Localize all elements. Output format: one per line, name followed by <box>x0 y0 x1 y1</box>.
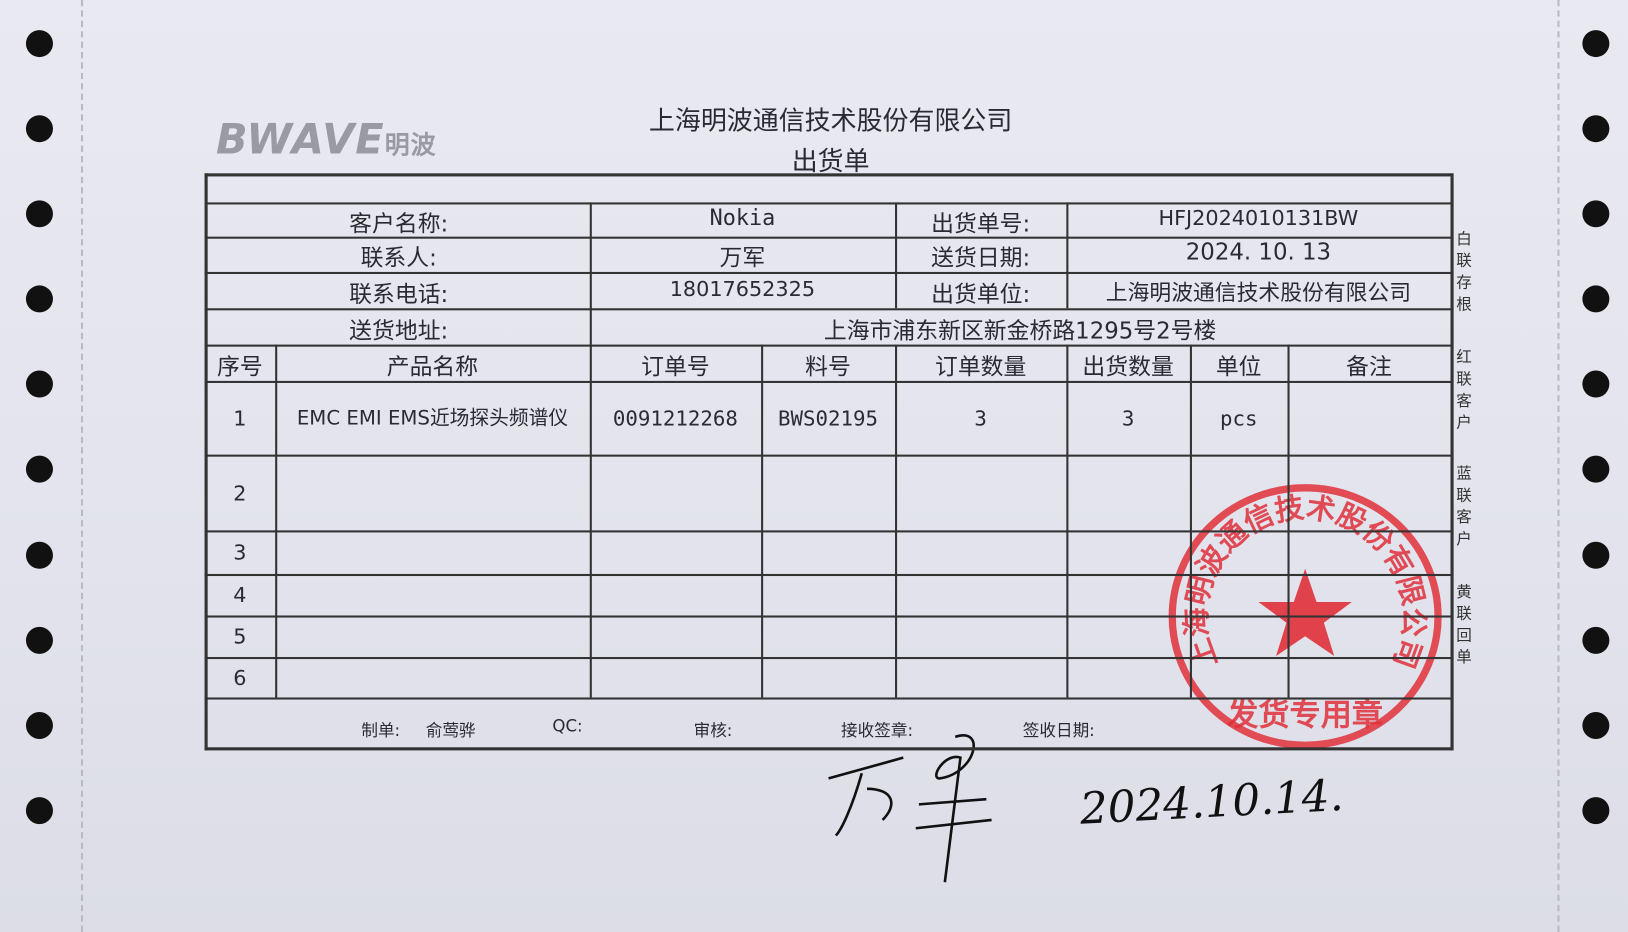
tractor-hole <box>25 200 53 228</box>
tractor-hole <box>25 711 53 739</box>
table-rule <box>589 202 592 698</box>
side-label-white: 白联存根 <box>1456 229 1472 314</box>
side-label-red: 红联客户 <box>1456 347 1472 432</box>
table-rule <box>204 615 1451 618</box>
tractor-hole <box>1582 711 1610 739</box>
maker-label: 制单: <box>361 720 401 741</box>
table-rule <box>204 202 1451 205</box>
table-border <box>204 173 1453 177</box>
column-header: 产品名称 <box>386 354 479 381</box>
document-title: 出货单 <box>791 146 870 177</box>
tractor-hole <box>25 626 53 654</box>
tractor-hole <box>25 115 53 143</box>
tractor-hole <box>1582 200 1610 228</box>
table-cell-order_qty: 3 <box>974 405 987 431</box>
tractor-hole <box>1582 115 1610 143</box>
table-rule <box>895 202 898 309</box>
table-rule <box>204 656 1451 660</box>
column-header: 单位 <box>1215 354 1262 381</box>
side-label-yellow: 黄联回单 <box>1456 582 1472 667</box>
review-label: 审核: <box>693 720 733 741</box>
table-rule <box>204 308 1451 311</box>
tractor-hole <box>25 455 53 483</box>
table-cell-no: 4 <box>233 582 247 608</box>
table-rule <box>204 573 1451 577</box>
tractor-hole <box>25 370 53 398</box>
bwave-logo: BWAVE明波 <box>215 116 437 164</box>
table-rule <box>204 380 1451 383</box>
table-rule <box>275 344 278 698</box>
receive-date-label: 签收日期: <box>1022 720 1095 741</box>
star-icon <box>1258 568 1352 656</box>
table-cell-no: 6 <box>233 664 247 690</box>
stamp-bottom-text: 发货专用章 <box>1226 697 1383 733</box>
receiver-label: 接收签章: <box>841 720 914 741</box>
tractor-hole <box>1582 30 1610 58</box>
order-no-value: HFJ2024010131BW <box>1158 205 1359 231</box>
contact-label: 联系人: <box>360 245 437 272</box>
tractor-hole <box>1582 285 1610 313</box>
table-cell-ship_qty: 3 <box>1121 405 1135 431</box>
date-label: 送货日期: <box>931 245 1031 272</box>
tractor-hole <box>25 797 53 825</box>
table-rule <box>204 697 1451 700</box>
column-header: 订单号 <box>641 354 710 381</box>
tractor-hole <box>1582 541 1610 569</box>
shipper-label: 出货单位: <box>931 282 1031 309</box>
table-rule <box>204 271 1451 275</box>
contact-value: 万军 <box>719 245 766 272</box>
table-cell-part: BWS02195 <box>778 405 879 431</box>
table-border <box>204 173 208 751</box>
column-header: 序号 <box>216 354 263 381</box>
tractor-hole <box>1582 797 1610 825</box>
table-rule <box>761 344 764 698</box>
customer-label: 客户名称: <box>349 211 449 238</box>
column-header: 料号 <box>805 354 851 381</box>
order-no-label: 出货单号: <box>931 211 1031 238</box>
customer-value: Nokia <box>709 205 776 231</box>
table-cell-no: 5 <box>233 623 247 649</box>
table-rule <box>204 530 1451 533</box>
phone-value: 18017652325 <box>669 276 816 301</box>
table-rule <box>204 454 1451 457</box>
table-rule <box>1066 344 1069 698</box>
table-cell-name: EMC EMI EMS近场探头频谱仪 <box>296 406 569 430</box>
maker-value: 俞莺骅 <box>425 720 476 741</box>
perforation-right <box>1557 0 1560 932</box>
address-value: 上海市浦东新区新金桥路1295号2号楼 <box>823 318 1217 345</box>
tractor-hole <box>25 541 53 569</box>
tractor-hole <box>1582 370 1610 398</box>
column-header: 出货数量 <box>1082 354 1174 381</box>
side-label-blue: 蓝联客户 <box>1456 463 1472 549</box>
date-value: 2024. 10. 13 <box>1185 239 1332 266</box>
table-cell-no: 3 <box>233 539 247 565</box>
table-border <box>204 747 1453 751</box>
table-rule <box>1066 202 1069 309</box>
table-rule <box>895 344 898 698</box>
handwritten-signature: 万军 <box>828 734 992 883</box>
company-name: 上海明波通信技术股份有限公司 <box>648 105 1013 136</box>
table-cell-unit: pcs <box>1219 405 1258 431</box>
tractor-hole <box>25 285 53 313</box>
tractor-hole <box>1582 626 1610 654</box>
table-cell-no: 1 <box>233 405 247 431</box>
table-border <box>1450 173 1454 751</box>
table-rule <box>204 344 1451 347</box>
phone-label: 联系电话: <box>349 282 449 309</box>
column-header: 订单数量 <box>934 354 1027 381</box>
column-header: 备注 <box>1346 354 1392 381</box>
perforation-left <box>80 0 84 932</box>
table-rule <box>1189 344 1192 698</box>
shipper-value: 上海明波通信技术股份有限公司 <box>1105 280 1412 306</box>
qc-label: QC: <box>552 716 583 736</box>
tractor-hole <box>1582 455 1610 483</box>
table-cell-order: 0091212268 <box>612 405 738 431</box>
tractor-hole <box>25 30 53 58</box>
handwritten-date: 2024.10.14. <box>1078 769 1345 835</box>
table-rule <box>1287 344 1290 698</box>
address-label: 送货地址: <box>349 318 449 345</box>
table-cell-no: 2 <box>233 480 247 505</box>
table-rule <box>204 236 1451 239</box>
